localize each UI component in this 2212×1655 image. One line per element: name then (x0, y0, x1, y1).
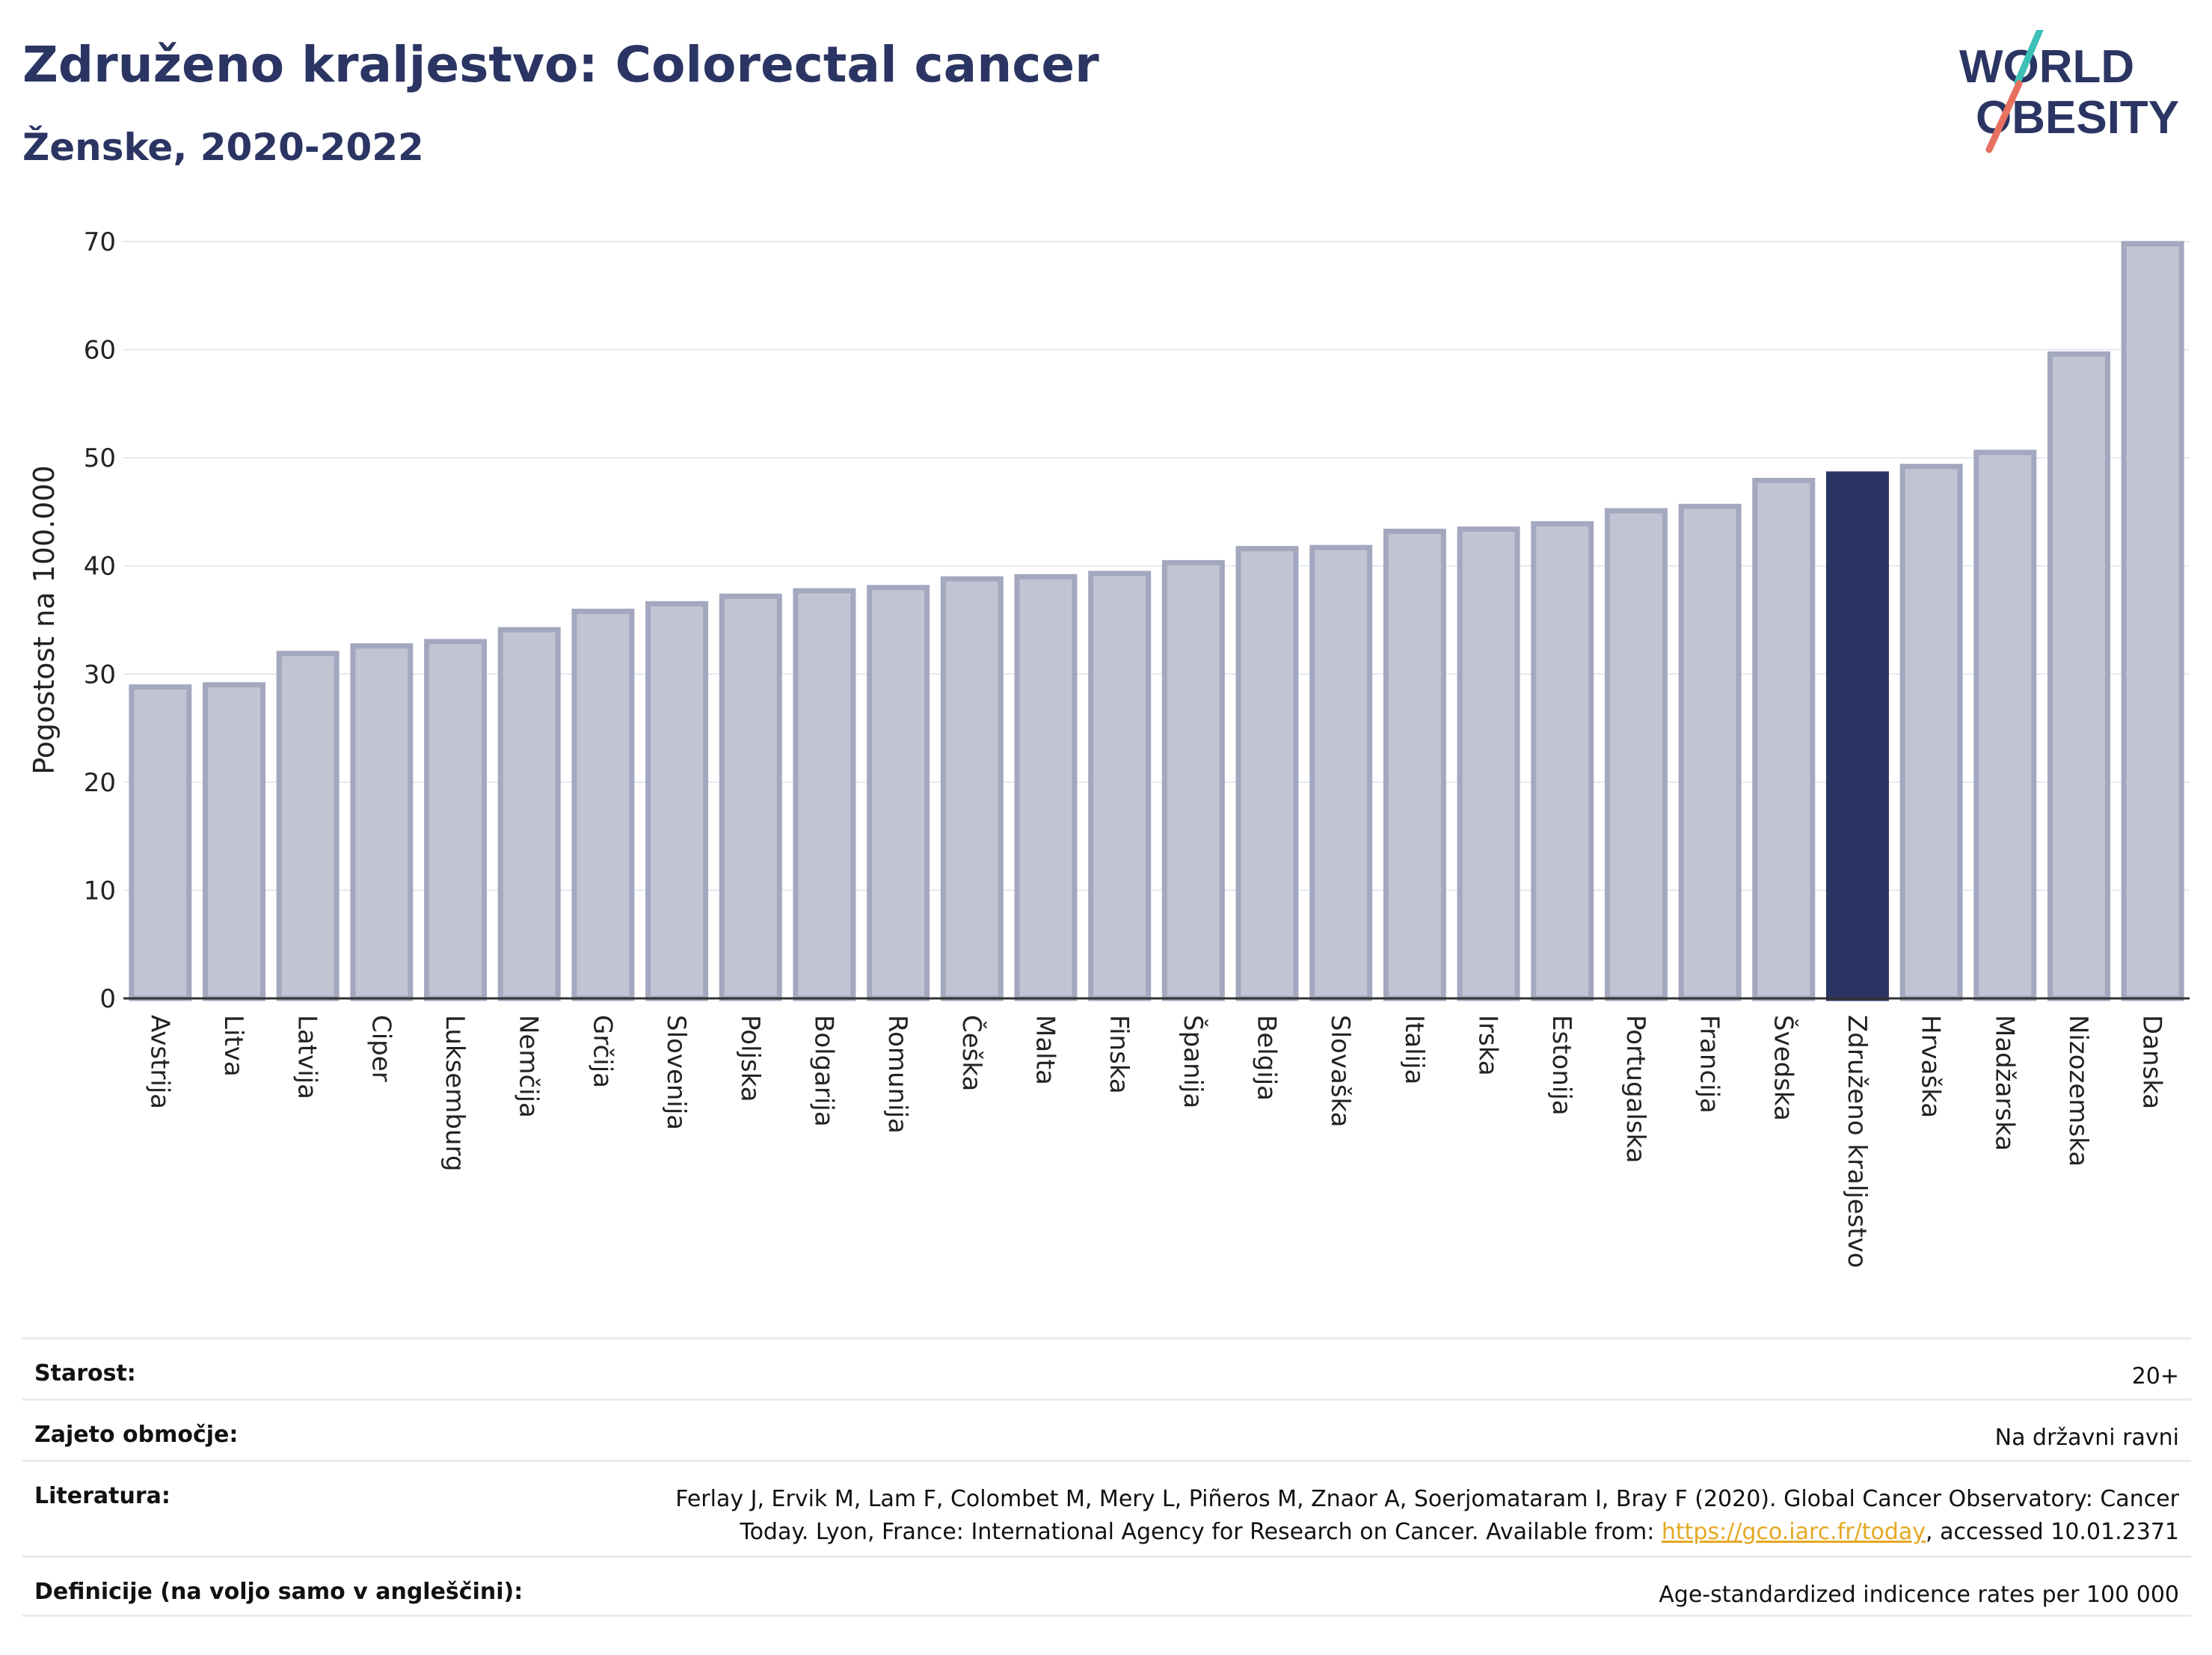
x-tick-label: Portugalska (1620, 1015, 1650, 1163)
literature-line-2: Today. Lyon, France: International Agenc… (675, 1516, 2179, 1549)
y-tick-label: 0 (99, 984, 116, 1014)
bar (1457, 526, 1520, 1001)
y-tick-label: 10 (84, 876, 116, 906)
y-axis-label: Pogostost na 100.000 (28, 465, 61, 775)
meta-row-definitions: Definicije (na voljo samo v angleščini):… (22, 1556, 2191, 1617)
x-tick-label: Češka (956, 1015, 987, 1091)
x-tick-label: Slovaška (1325, 1015, 1355, 1127)
literature-line-2-text: Today. Lyon, France: International Agenc… (740, 1519, 1662, 1545)
x-tick-label: Hrvaška (1916, 1015, 1946, 1118)
y-tick-label: 30 (84, 660, 116, 690)
x-tick-label: Nemčija (514, 1015, 544, 1118)
x-tick-label: Danska (2137, 1015, 2167, 1109)
meta-label-literature: Literatura: (34, 1483, 170, 1509)
x-tick-label: Madžarska (1989, 1015, 2019, 1151)
logo-slash-top (2014, 30, 2044, 86)
literature-accessed: , accessed 10.01.2371 (1926, 1519, 2179, 1545)
world-obesity-logo: WORLD OBESITY (1959, 30, 2179, 153)
meta-value-coverage: Na državni ravni (1994, 1425, 2179, 1451)
bar (1531, 521, 1594, 1001)
bar (1161, 559, 1225, 1001)
source-link[interactable]: https://gco.iarc.fr/today (1661, 1519, 1926, 1545)
x-tick-label: Španija (1178, 1015, 1208, 1108)
meta-label-age: Starost: (34, 1360, 136, 1387)
metadata-table: Starost: 20+ Zajeto območje: Na državni … (22, 1337, 2191, 1617)
meta-label-definitions: Definicije (na voljo samo v angleščini): (34, 1579, 523, 1605)
x-tick-label: Francija (1695, 1015, 1724, 1114)
bar (1604, 508, 1668, 1001)
x-tick-label: Malta (1030, 1015, 1060, 1085)
x-tick-label: Nizozemska (2063, 1015, 2093, 1167)
logo-text-world: WORLD (1959, 41, 2134, 93)
meta-row-coverage: Zajeto območje: Na državni ravni (22, 1398, 2191, 1460)
x-tick-label: Romunija (882, 1015, 912, 1134)
bar (2121, 241, 2184, 1001)
x-tick-label: Finska (1104, 1015, 1134, 1094)
bar (940, 576, 1004, 1001)
bar-chart: 0 10 20 30 40 50 60 70 Pogostost na 100.000 Avstr… (28, 227, 2190, 1268)
bar (1899, 464, 1963, 1001)
x-tick-label: Avstrija (144, 1015, 174, 1109)
bar (129, 684, 192, 1001)
meta-row-age: Starost: 20+ (22, 1337, 2191, 1398)
bar (1088, 571, 1152, 1001)
bar (424, 639, 488, 1001)
meta-value-age: 20+ (2131, 1363, 2179, 1390)
x-tick-label: Irska (1473, 1015, 1503, 1076)
bar (1752, 478, 1816, 1001)
y-tick-label: 50 (84, 443, 116, 473)
bar (350, 643, 414, 1001)
x-tick-label: Luksemburg (440, 1015, 470, 1171)
bar (867, 585, 930, 1001)
x-tick-label: Estonija (1546, 1015, 1576, 1116)
x-tick-label: Slovenija (661, 1015, 691, 1130)
bar (645, 601, 709, 1001)
bar (1014, 574, 1078, 1001)
y-tick-label: 60 (84, 336, 116, 366)
bar (1235, 546, 1299, 1001)
page-subtitle: Ženske, 2020-2022 (22, 126, 424, 169)
bar (1678, 503, 1742, 1001)
bar (1825, 471, 1889, 1001)
bar (2047, 351, 2110, 1001)
meta-label-coverage: Zajeto območje: (34, 1422, 239, 1448)
bar (203, 682, 266, 1001)
x-tick-label: Bolgarija (808, 1015, 838, 1127)
x-tick-label: Grčija (587, 1015, 617, 1088)
x-tick-label: Belgija (1252, 1015, 1282, 1101)
y-tick-label: 70 (84, 227, 116, 257)
x-tick-label: Poljska (735, 1015, 765, 1102)
bar (571, 608, 635, 1001)
x-tick-label: Latvija (292, 1015, 322, 1099)
y-tick-label: 20 (84, 768, 116, 798)
page-title: Združeno kraljestvo: Colorectal cancer (22, 36, 1099, 93)
bar (276, 651, 340, 1001)
bar (793, 588, 856, 1001)
bar (1309, 544, 1373, 1001)
bar (1973, 449, 2037, 1001)
x-tick-label: Združeno kraljestvo (1842, 1015, 1872, 1268)
bar (1383, 528, 1446, 1001)
meta-row-literature: Literatura: Ferlay J, Ervik M, Lam F, Co… (22, 1460, 2191, 1556)
meta-value-definitions: Age-standardized indicence rates per 100… (1659, 1582, 2179, 1608)
meta-value-literature: Ferlay J, Ervik M, Lam F, Colombet M, Me… (675, 1462, 2191, 1549)
bar (497, 627, 561, 1001)
literature-line-1: Ferlay J, Ervik M, Lam F, Colombet M, Me… (675, 1486, 2179, 1512)
x-tick-label: Litva (218, 1015, 248, 1077)
logo-slash-bottom (1985, 80, 2023, 153)
x-tick-label: Ciper (366, 1015, 396, 1082)
x-tick-label: Švedska (1768, 1015, 1798, 1121)
y-tick-label: 40 (84, 552, 116, 582)
bar (719, 593, 782, 1001)
x-tick-label: Italija (1399, 1015, 1429, 1084)
